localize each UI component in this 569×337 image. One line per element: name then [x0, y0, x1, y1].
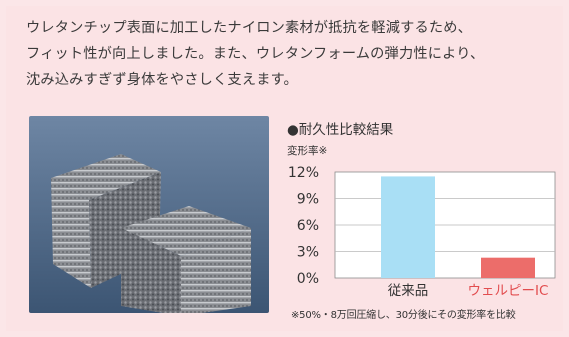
chart-title-text: 耐久性比較結果	[298, 122, 394, 138]
foam-sample-image	[29, 116, 269, 313]
bar	[381, 176, 435, 278]
intro-text: ウレタンチップ表面に加工したナイロン素材が抵抗を軽減するため、 フィット性が向上…	[26, 15, 556, 93]
y-tick-label: 12%	[288, 165, 319, 181]
chart-footnote: ※50%・8万回圧縮し、30分後にその変形率を比較	[291, 310, 516, 321]
y-axis-label: 変形率※	[287, 145, 328, 157]
bar-chart: 0% 3% 6% 9% 12% 従来品 ウェルピーIC	[288, 165, 556, 299]
y-tick-label: 9%	[297, 192, 319, 208]
y-tick-label: 0%	[297, 271, 319, 287]
title-bullet: ●	[287, 122, 299, 138]
intro-line-2: フィット性が向上しました。また、ウレタンフォームの弾力性により、	[26, 46, 485, 62]
intro-line-1: ウレタンチップ表面に加工したナイロン素材が抵抗を軽減するため、	[26, 20, 473, 36]
foam-sample-photo	[29, 116, 269, 313]
intro-line-3: 沈み込みすぎず身体をやさしく支えます。	[26, 72, 298, 88]
bar	[481, 257, 535, 278]
y-tick-label: 6%	[297, 218, 319, 234]
chart-title: ●耐久性比較結果	[287, 118, 393, 138]
y-tick-label: 3%	[297, 245, 319, 261]
x-category-label: ウェルピーIC	[468, 283, 549, 299]
x-category-label: 従来品	[388, 283, 429, 299]
foam-block-front	[121, 206, 251, 313]
